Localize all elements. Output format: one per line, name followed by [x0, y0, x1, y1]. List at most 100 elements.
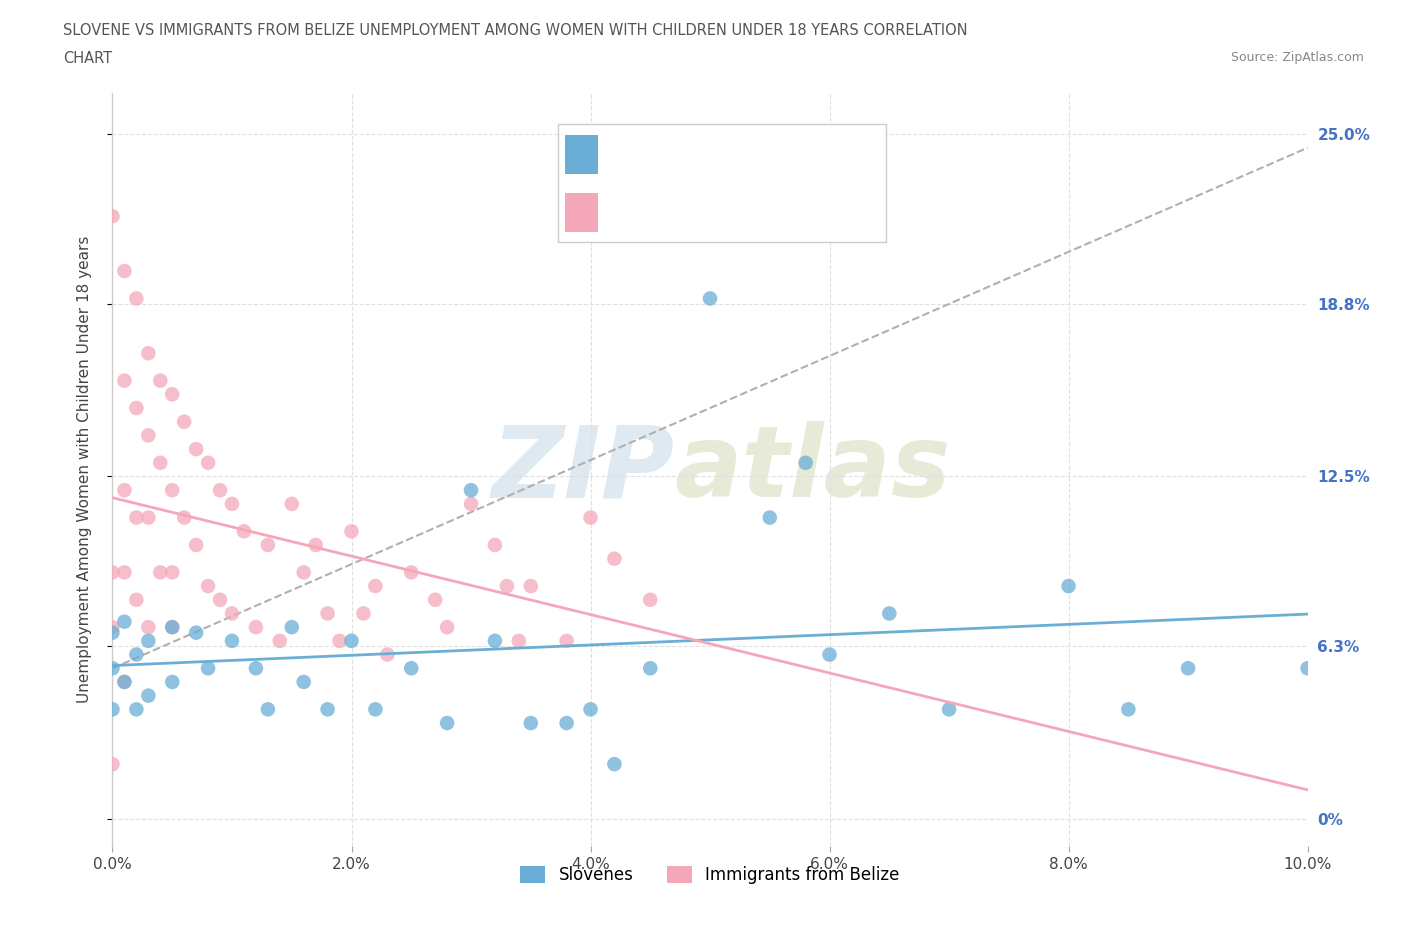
- Point: [292, 565, 315, 579]
- Point: [759, 511, 782, 525]
- Point: [377, 647, 399, 662]
- Point: [114, 263, 135, 278]
- Point: [162, 483, 183, 498]
- Point: [162, 565, 183, 579]
- Point: [173, 414, 195, 429]
- Point: [1118, 702, 1140, 717]
- Point: [173, 511, 195, 525]
- Point: [699, 291, 721, 306]
- Point: [579, 702, 602, 717]
- Point: [186, 442, 208, 457]
- Point: [101, 757, 124, 772]
- Point: [101, 661, 124, 676]
- Point: [114, 674, 135, 689]
- Text: ZIP: ZIP: [491, 421, 675, 518]
- Point: [138, 633, 160, 648]
- Point: [138, 688, 160, 703]
- Point: [340, 633, 363, 648]
- Point: [879, 606, 901, 621]
- Point: [114, 674, 135, 689]
- Point: [401, 661, 423, 676]
- Point: [401, 565, 423, 579]
- Point: [329, 633, 352, 648]
- Point: [221, 497, 243, 512]
- Point: [257, 702, 280, 717]
- Point: [149, 456, 172, 471]
- Point: [508, 633, 530, 648]
- Point: [1177, 661, 1199, 676]
- Point: [197, 578, 219, 593]
- Text: atlas: atlas: [675, 421, 950, 518]
- Point: [186, 538, 208, 552]
- Point: [114, 483, 135, 498]
- Point: [162, 387, 183, 402]
- Text: CHART: CHART: [63, 51, 112, 66]
- Point: [101, 209, 124, 224]
- Point: [364, 702, 387, 717]
- Point: [125, 511, 148, 525]
- Point: [186, 625, 208, 640]
- Point: [138, 511, 160, 525]
- Point: [197, 661, 219, 676]
- Point: [520, 715, 543, 730]
- Point: [221, 606, 243, 621]
- Point: [114, 614, 135, 629]
- Point: [281, 619, 304, 634]
- Point: [1057, 578, 1080, 593]
- Point: [436, 715, 458, 730]
- Point: [233, 524, 256, 538]
- Point: [640, 661, 662, 676]
- Point: [114, 565, 135, 579]
- Point: [520, 578, 543, 593]
- Point: [101, 619, 124, 634]
- Point: [125, 401, 148, 416]
- Point: [484, 633, 506, 648]
- Point: [316, 606, 339, 621]
- Point: [364, 578, 387, 593]
- Point: [257, 538, 280, 552]
- Point: [640, 592, 662, 607]
- Point: [292, 674, 315, 689]
- Point: [281, 497, 304, 512]
- Point: [938, 702, 960, 717]
- Point: [125, 291, 148, 306]
- Point: [197, 456, 219, 471]
- Point: [138, 428, 160, 443]
- Point: [149, 373, 172, 388]
- Point: [460, 483, 482, 498]
- Point: [149, 565, 172, 579]
- Point: [245, 661, 267, 676]
- Point: [269, 633, 291, 648]
- Point: [162, 619, 183, 634]
- Point: [138, 619, 160, 634]
- Point: [101, 702, 124, 717]
- Point: [162, 619, 183, 634]
- Point: [603, 551, 626, 566]
- Text: Source: ZipAtlas.com: Source: ZipAtlas.com: [1230, 51, 1364, 64]
- Text: SLOVENE VS IMMIGRANTS FROM BELIZE UNEMPLOYMENT AMONG WOMEN WITH CHILDREN UNDER 1: SLOVENE VS IMMIGRANTS FROM BELIZE UNEMPL…: [63, 23, 967, 38]
- Point: [316, 702, 339, 717]
- Point: [603, 757, 626, 772]
- Point: [114, 373, 135, 388]
- Point: [221, 633, 243, 648]
- Point: [340, 524, 363, 538]
- Point: [125, 702, 148, 717]
- Point: [209, 592, 232, 607]
- Point: [125, 647, 148, 662]
- Point: [555, 715, 578, 730]
- Point: [162, 674, 183, 689]
- Point: [579, 511, 602, 525]
- Point: [1296, 661, 1319, 676]
- Point: [555, 633, 578, 648]
- Point: [101, 565, 124, 579]
- Point: [353, 606, 375, 621]
- Legend: Slovenes, Immigrants from Belize: Slovenes, Immigrants from Belize: [513, 859, 907, 891]
- Point: [818, 647, 841, 662]
- Point: [125, 592, 148, 607]
- Point: [305, 538, 328, 552]
- Point: [484, 538, 506, 552]
- Point: [794, 456, 817, 471]
- Point: [460, 497, 482, 512]
- Point: [245, 619, 267, 634]
- Point: [101, 625, 124, 640]
